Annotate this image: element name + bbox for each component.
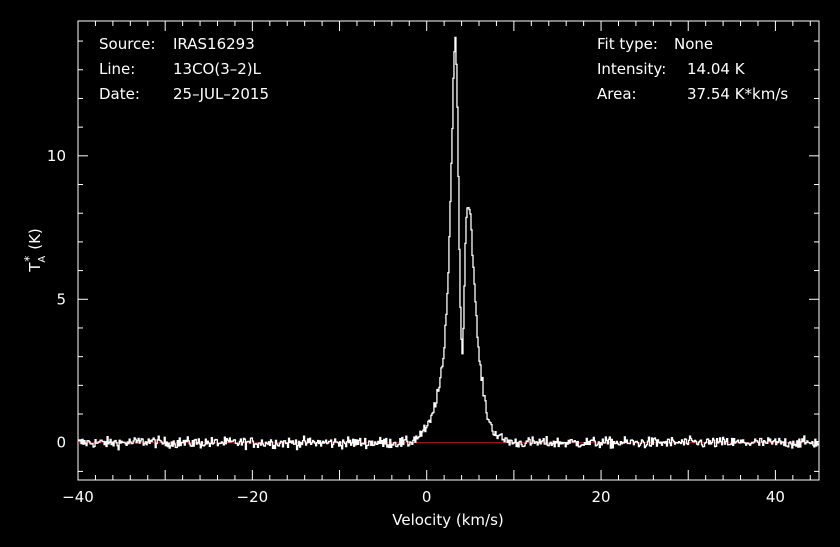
intensity-value: 14.04 K — [687, 60, 745, 78]
header-right: Fit type: None Intensity: 14.04 K Area: 37.… — [597, 32, 788, 107]
source-label: Source: — [99, 35, 156, 53]
spectrum-line — [78, 36, 820, 451]
date-label: Date: — [99, 85, 140, 103]
y-tick-label: 5 — [56, 290, 66, 308]
y-axis-label-symbol: T — [26, 262, 44, 273]
y-axis-label-subscript: A — [37, 256, 48, 263]
y-tick-label: 0 — [56, 434, 66, 452]
fit-type-label: Fit type: — [597, 35, 658, 53]
area-value: 37.54 K*km/s — [687, 85, 789, 103]
y-axis-label-unit: (K) — [26, 228, 44, 250]
axis-ticks — [77, 21, 819, 480]
fit-type-value: None — [674, 35, 714, 53]
date-value: 25–JUL–2015 — [173, 85, 270, 103]
x-axis-label: Velocity (km/s) — [392, 511, 503, 529]
x-tick-label: 20 — [592, 488, 611, 506]
axis-tick-labels: −40 −20 0 20 40 0 5 10 — [47, 147, 785, 506]
area-label: Area: — [597, 85, 637, 103]
intensity-label: Intensity: — [597, 60, 667, 78]
header-left: Source: IRAS16293 Line: 13CO(3–2)L Date: 25… — [99, 32, 269, 107]
y-axis-label-superscript: * — [22, 256, 36, 262]
svg-text:TA*(K): TA* (K) — [22, 228, 48, 273]
line-label: Line: — [99, 60, 136, 78]
y-axis-label: TA* (K) — [22, 228, 48, 273]
plot-frame — [77, 20, 820, 481]
line-value: 13CO(3–2)L — [173, 60, 262, 78]
x-tick-label: 40 — [766, 488, 785, 506]
source-value: IRAS16293 — [173, 35, 255, 53]
y-tick-label: 10 — [47, 147, 66, 165]
x-tick-label: −40 — [62, 488, 94, 506]
x-tick-label: −20 — [237, 488, 269, 506]
x-tick-label: 0 — [422, 488, 432, 506]
